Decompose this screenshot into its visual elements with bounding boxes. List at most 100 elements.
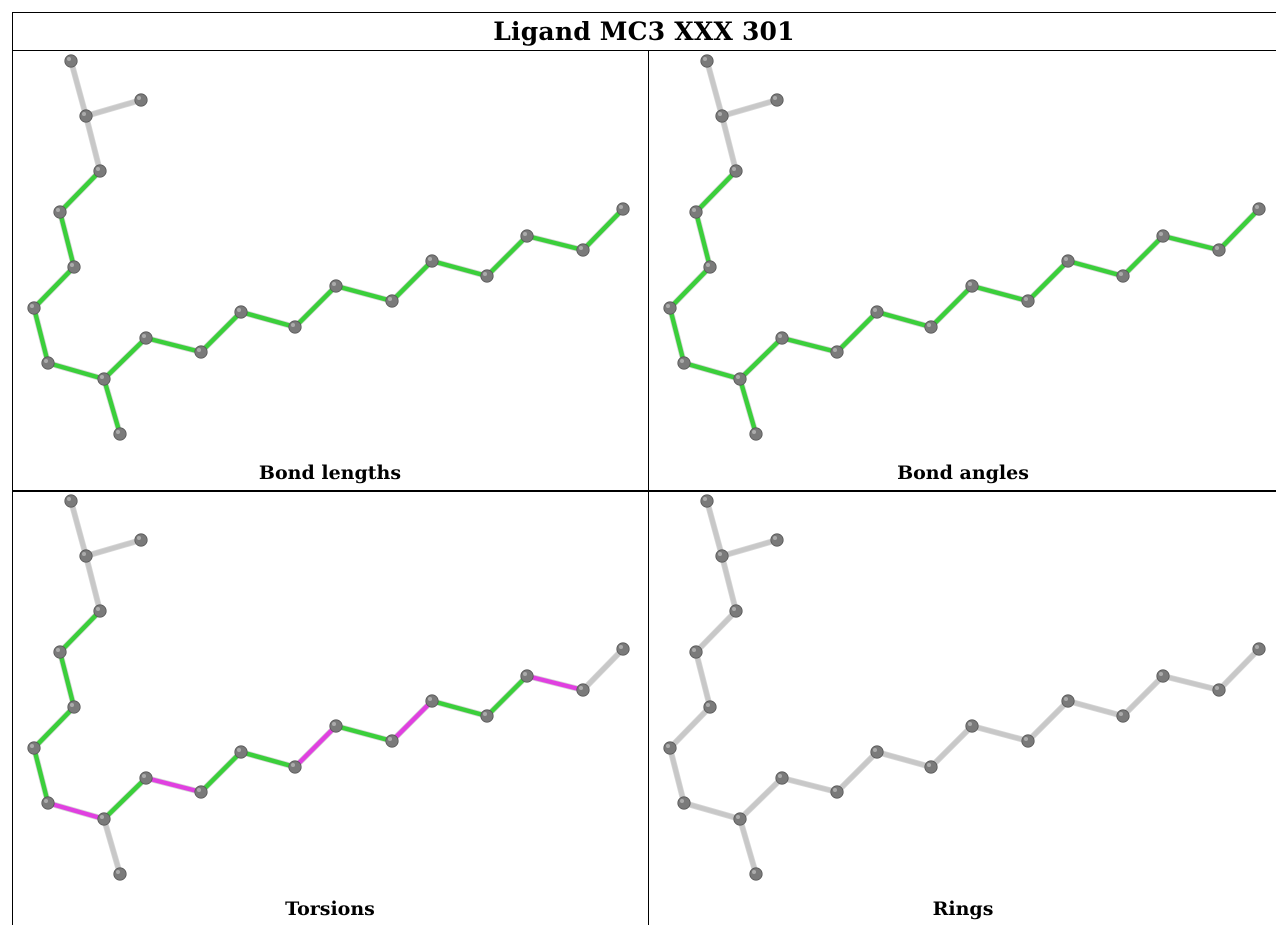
row-divider xyxy=(12,490,1276,492)
atom xyxy=(677,796,691,810)
atom-highlight xyxy=(752,430,756,434)
atom xyxy=(1156,229,1170,243)
bond xyxy=(928,283,975,330)
atom xyxy=(113,427,127,441)
atom-highlight xyxy=(1255,645,1259,649)
atom xyxy=(288,760,302,774)
atom-highlight xyxy=(30,744,34,748)
atom-highlight xyxy=(30,304,34,308)
atom xyxy=(97,372,111,386)
atom-highlight xyxy=(833,348,837,352)
bond xyxy=(83,113,103,174)
atom xyxy=(965,719,979,733)
atom-highlight xyxy=(579,246,583,250)
atom xyxy=(775,331,789,345)
atom xyxy=(616,202,630,216)
atom-highlight xyxy=(718,112,722,116)
page-title: Ligand MC3 XXX 301 xyxy=(12,12,1276,51)
atom xyxy=(93,164,107,178)
atom-highlight xyxy=(736,815,740,819)
atom xyxy=(1252,202,1266,216)
atom-highlight xyxy=(619,645,623,649)
atom-highlight xyxy=(1159,232,1163,236)
bond xyxy=(292,283,339,330)
atom-highlight xyxy=(428,697,432,701)
atom-highlight xyxy=(483,272,487,276)
bond xyxy=(68,58,89,119)
atom-highlight xyxy=(778,334,782,338)
bond xyxy=(1065,698,1126,719)
atom-highlight xyxy=(1255,205,1259,209)
atom xyxy=(385,294,399,308)
atom-highlight xyxy=(82,552,86,556)
atom-highlight xyxy=(736,375,740,379)
atom xyxy=(689,645,703,659)
atom xyxy=(729,604,743,618)
atom xyxy=(194,785,208,799)
atom-highlight xyxy=(1215,686,1219,690)
atom xyxy=(1156,669,1170,683)
atom-highlight xyxy=(100,815,104,819)
caption-bond-angles: Bond angles xyxy=(897,462,1029,484)
bond xyxy=(238,749,298,770)
atom xyxy=(700,494,714,508)
atom-highlight xyxy=(692,648,696,652)
bond xyxy=(737,376,759,437)
atom-highlight xyxy=(703,497,707,501)
atom-highlight xyxy=(44,799,48,803)
atom xyxy=(194,345,208,359)
atom-highlight xyxy=(237,308,241,312)
atom-highlight xyxy=(732,167,736,171)
bond xyxy=(484,673,530,719)
bond xyxy=(1120,673,1166,719)
atom xyxy=(770,93,784,107)
column-divider xyxy=(648,51,649,925)
atom xyxy=(64,54,78,68)
atom-highlight xyxy=(388,297,392,301)
atom-highlight xyxy=(732,607,736,611)
bond xyxy=(1025,258,1071,304)
atom-highlight xyxy=(142,334,146,338)
bond xyxy=(238,309,298,330)
molecule-bond-angles xyxy=(663,54,1266,441)
atom xyxy=(830,785,844,799)
bond xyxy=(1025,698,1071,744)
bond xyxy=(198,309,244,355)
atom xyxy=(64,494,78,508)
molecule-torsions xyxy=(27,494,630,881)
bond xyxy=(31,264,77,311)
atom-highlight xyxy=(968,282,972,286)
atom-highlight xyxy=(332,722,336,726)
bond xyxy=(1065,258,1126,279)
atom-highlight xyxy=(388,737,392,741)
atom-highlight xyxy=(773,96,777,100)
atom xyxy=(663,741,677,755)
atom-highlight xyxy=(692,208,696,212)
atom-highlight xyxy=(137,536,141,540)
atom xyxy=(775,771,789,785)
atom-highlight xyxy=(67,57,71,61)
bond xyxy=(389,698,435,744)
atom xyxy=(520,229,534,243)
atom-highlight xyxy=(680,799,684,803)
atom-highlight xyxy=(927,763,931,767)
bond xyxy=(429,258,490,279)
atom-highlight xyxy=(96,607,100,611)
atom-highlight xyxy=(70,263,74,267)
atom-highlight xyxy=(291,323,295,327)
atom-highlight xyxy=(666,304,670,308)
atom-highlight xyxy=(67,497,71,501)
atom xyxy=(733,372,747,386)
atom-highlight xyxy=(56,648,60,652)
atom xyxy=(1061,254,1075,268)
atom xyxy=(689,205,703,219)
atom xyxy=(329,719,343,733)
atom-highlight xyxy=(332,282,336,286)
atom xyxy=(663,301,677,315)
atom xyxy=(749,427,763,441)
atom xyxy=(677,356,691,370)
atom-highlight xyxy=(778,774,782,778)
atom xyxy=(576,243,590,257)
bond xyxy=(667,704,713,751)
atom-highlight xyxy=(483,712,487,716)
